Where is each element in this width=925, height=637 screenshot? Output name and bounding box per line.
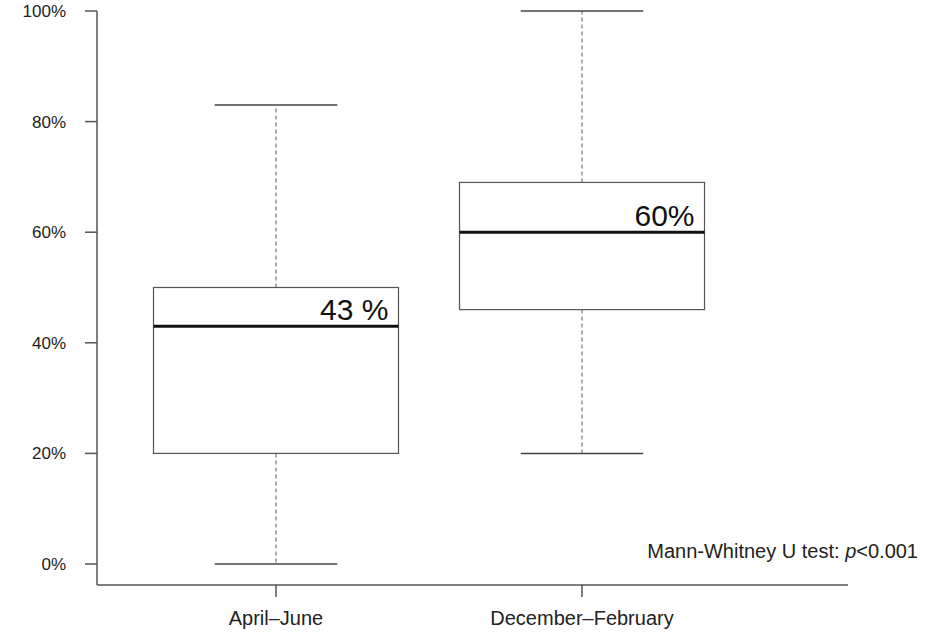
y-axis-line	[96, 11, 98, 585]
y-tick-label: 20%	[32, 444, 66, 463]
x-tick-label: April–June	[229, 607, 324, 629]
y-tick	[85, 453, 97, 455]
max-cap	[521, 10, 644, 12]
y-tick-label: 60%	[32, 223, 66, 242]
data-label: 43 %	[320, 293, 388, 326]
y-tick	[85, 121, 97, 123]
min-cap	[215, 563, 338, 565]
upper-whisker	[275, 105, 276, 287]
x-tick	[581, 585, 583, 597]
annotation-part: Mann-Whitney U test:	[647, 540, 845, 562]
y-tick-label: 100%	[23, 2, 66, 21]
x-tick-label: December–February	[490, 607, 673, 629]
data-label: 60%	[634, 199, 694, 232]
boxes	[154, 11, 705, 564]
y-tick	[85, 342, 97, 344]
y-tick	[85, 563, 97, 565]
lower-whisker	[275, 453, 276, 564]
y-tick	[85, 10, 97, 12]
y-tick-label: 0%	[41, 555, 66, 574]
chart-svg: 0% 20% 40% 60% 80% 100% April–June December–Feb…	[0, 0, 925, 637]
lower-whisker	[581, 310, 582, 454]
upper-whisker	[581, 11, 582, 182]
annotation-part: <0.001	[856, 540, 918, 562]
min-cap	[521, 453, 644, 455]
annotation-part: p	[844, 540, 856, 562]
y-tick	[85, 231, 97, 233]
max-cap	[215, 104, 338, 106]
x-axis-line	[97, 584, 848, 586]
box	[460, 182, 705, 309]
annotation: Mann-Whitney U test: p<0.001	[647, 540, 918, 562]
x-tick	[275, 585, 277, 597]
y-tick-label: 40%	[32, 334, 66, 353]
chart: 0% 20% 40% 60% 80% 100% April–June December–Feb…	[0, 0, 925, 637]
y-tick-label: 80%	[32, 113, 66, 132]
box	[154, 288, 399, 454]
